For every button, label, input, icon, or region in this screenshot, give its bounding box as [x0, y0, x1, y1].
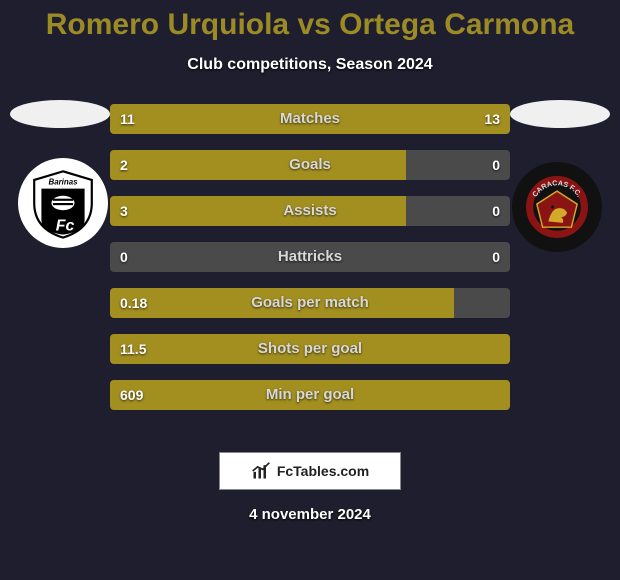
bar-row: Hattricks0 0 — [110, 242, 510, 272]
bar-rows-container: Matches1113Goals20Assists30Hattricks00Go… — [110, 104, 510, 426]
bar-value-right: 0 — [492, 196, 500, 226]
bar-value-left: 609 — [120, 380, 143, 410]
svg-text:Barinas: Barinas — [48, 177, 78, 186]
bar-row: Goals per match0.18 — [110, 288, 510, 318]
bar-label: Hattricks — [110, 242, 510, 272]
bar-label: Goals per match — [110, 288, 510, 318]
bar-value-left: 0.18 — [120, 288, 147, 318]
bar-value-right: 0 — [492, 242, 500, 272]
ellipse-left — [10, 100, 110, 128]
attribution-text: FcTables.com — [277, 463, 369, 479]
bar-label: Assists — [110, 196, 510, 226]
svg-text:Fc: Fc — [56, 217, 75, 234]
caracas-icon: CARACAS F.C. — [521, 171, 593, 243]
attribution-badge: FcTables.com — [219, 452, 401, 490]
chart-icon — [251, 461, 271, 481]
crest-left: Barinas Fc — [18, 158, 108, 248]
bar-value-left: 11.5 — [120, 334, 146, 364]
footer-date: 4 november 2024 — [0, 506, 620, 523]
bar-value-left: 3 — [120, 196, 128, 226]
page-title: Romero Urquiola vs Ortega Carmona — [0, 0, 620, 42]
bar-row: Min per goal609 — [110, 380, 510, 410]
bar-value-left: 0 — [120, 242, 128, 272]
bar-row: Shots per goal11.5 — [110, 334, 510, 364]
subtitle: Club competitions, Season 2024 — [0, 56, 620, 74]
crest-right: CARACAS F.C. — [512, 162, 602, 252]
ellipse-right — [510, 100, 610, 128]
bar-label: Goals — [110, 150, 510, 180]
bar-row: Assists3 0 — [110, 196, 510, 226]
bar-value-left: 11 — [120, 104, 135, 134]
bar-label: Matches — [110, 104, 510, 134]
bar-value-left: 2 — [120, 150, 128, 180]
bar-label: Shots per goal — [110, 334, 510, 364]
bar-value-right: 0 — [492, 150, 500, 180]
bar-row: Matches11 13 — [110, 104, 510, 134]
bar-value-right: 13 — [484, 104, 500, 134]
bar-label: Min per goal — [110, 380, 510, 410]
comparison-chart: Barinas Fc CARACAS F.C. Matches11 13 Goals… — [0, 104, 620, 434]
zamora-icon: Barinas Fc — [27, 167, 99, 239]
bar-row: Goals2 0 — [110, 150, 510, 180]
